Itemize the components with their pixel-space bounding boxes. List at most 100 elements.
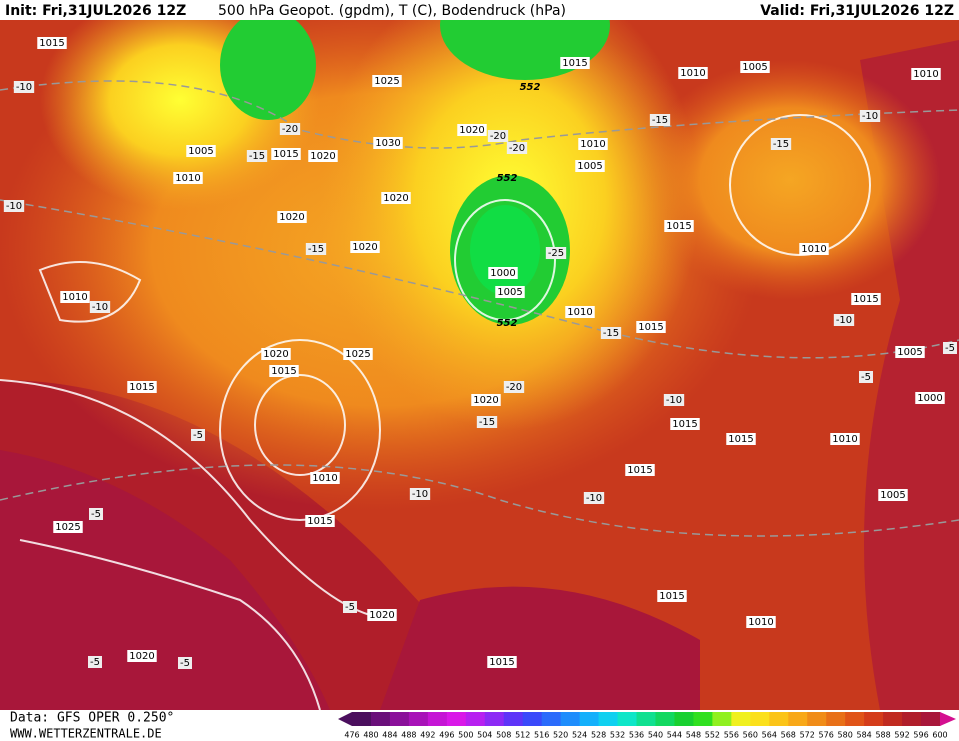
colorbar-segment [788,712,808,726]
colorbar-label: 552 [705,731,720,740]
temperature-label: -5 [945,343,955,354]
warm-core [380,586,700,710]
isobar-label: 1010 [801,244,826,255]
colorbar-segment [560,712,581,726]
geopotential-label: 552 [497,173,518,184]
colorbar-label: 572 [800,731,815,740]
isobar-label: 1015 [627,465,652,476]
isobar-label: 1015 [672,419,697,430]
temperature-label: -10 [412,489,428,500]
isobar-label-box [670,418,700,430]
temperature-label-box [770,138,792,150]
temperature-label: -5 [180,658,190,669]
isobar-label-box [127,381,157,393]
isobar-label: 1020 [473,395,498,406]
trough-core [470,205,540,295]
colorbar-segment [693,712,713,726]
colorbar-segment [408,712,429,726]
colorbar-segment [636,712,656,726]
colorbar-label: 592 [894,731,909,740]
colorbar-segment [864,712,884,726]
isobar-label-box [305,515,335,527]
isobar-label: 1005 [577,161,602,172]
temperature-label-box [503,381,525,393]
colorbar-segment [883,712,903,726]
isobar-label: 1010 [312,473,337,484]
temperature-label: -5 [345,602,355,613]
isobar-label: 1005 [497,287,522,298]
isobar-label: 1010 [567,307,592,318]
colorbar-label: 560 [743,731,758,740]
temperature-label-box [89,301,111,313]
isobar-label: 1010 [175,173,200,184]
isobar-label: 1015 [853,294,878,305]
colorbar-label: 524 [572,731,587,740]
isobar-label-box [851,293,881,305]
isobar-label: 1015 [129,382,154,393]
temperature-label-box [191,429,205,441]
temperature-label: -5 [861,372,871,383]
geopotential-label: 552 [520,82,541,93]
temperature-label: -10 [666,395,682,406]
temperature-label-box [859,371,873,383]
isobar-label-box [625,464,655,476]
isobar-label: 1030 [375,138,400,149]
isobar-label-box [895,346,925,358]
isobar-label-box [830,433,860,445]
isobar-label-box [911,68,941,80]
isobar-label-box [726,433,756,445]
isobar-label-box [381,192,411,204]
colorbar-label: 520 [553,731,568,740]
colorbar-label: 544 [667,731,682,740]
colorbar-segment [712,712,732,726]
temperature-label: -10 [92,302,108,313]
isobar-label-box [372,75,402,87]
colorbar-segment [427,712,448,726]
colorbar-label: 480 [363,731,378,740]
isobar-label-box [878,489,908,501]
isobar-label-box [350,241,380,253]
isobar-label: 1020 [459,125,484,136]
temperature-label: -10 [836,315,852,326]
colorbar-segment [465,712,486,726]
temperature-label-box [476,416,498,428]
isotherms [0,80,959,537]
isobar-label-box [53,521,83,533]
isobar-label-box [343,348,373,360]
isobar-label: 1020 [369,610,394,621]
colorbar-label: 584 [856,731,871,740]
colorbar-segment [522,712,543,726]
isobar-label: 1015 [666,221,691,232]
colorbar-label: 516 [534,731,549,740]
temperature-label-box [305,243,327,255]
temperature-label: -20 [509,143,525,154]
colorbar-label: 568 [781,731,796,740]
isobar-label: 1020 [310,151,335,162]
isobar-label: 1010 [748,617,773,628]
isobar-label-box [487,656,517,668]
temperature-label-box [600,327,622,339]
temperature-label: -15 [479,417,495,428]
isobar-label: 1005 [897,347,922,358]
isobar-label: 1005 [188,146,213,157]
isobar-label: 1020 [279,212,304,223]
temperature-label: -10 [6,201,22,212]
isobars [0,114,871,711]
colorbar-label: 588 [875,731,890,740]
colorbar-label: 476 [344,731,359,740]
temperature-label-box [943,342,957,354]
isobar-label: 1025 [345,349,370,360]
header-band [0,0,959,20]
colorbar-arrow [338,712,352,726]
temperature-label-box [246,150,268,162]
isobar-label-box [664,220,694,232]
temperature-label-box [178,657,192,669]
colorbar-segment [541,712,562,726]
isobar-label-box [560,57,590,69]
isobar-label: 1015 [638,322,663,333]
temperature-label: -15 [773,139,789,150]
temperature-label-box [833,314,855,326]
colorbar-arrow [940,712,956,726]
colorbar-label: 500 [458,731,473,740]
colorbar-segment [484,712,505,726]
